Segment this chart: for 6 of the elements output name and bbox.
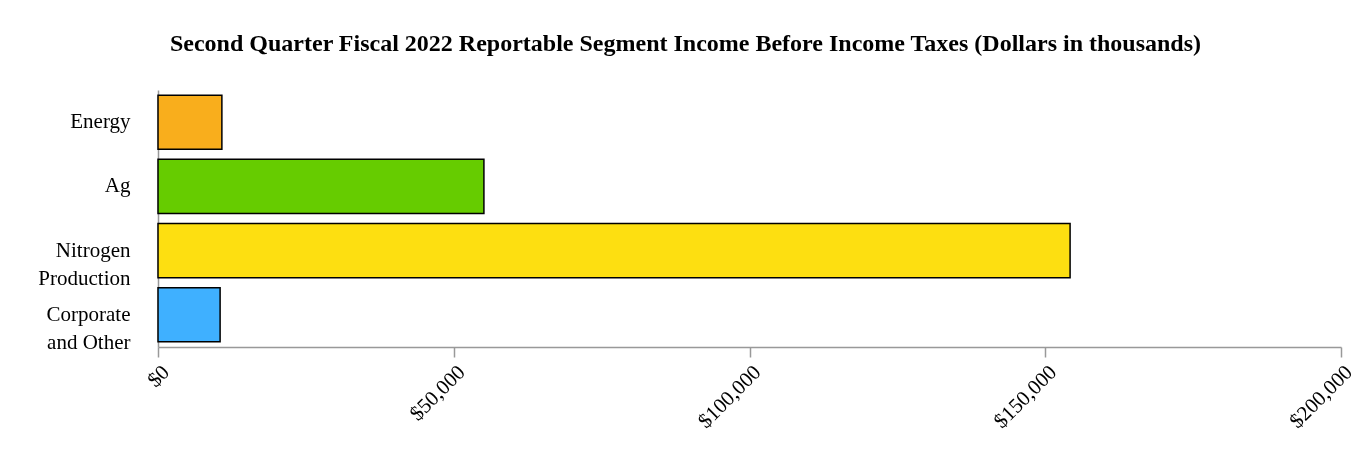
y-tick-label: Ag bbox=[104, 173, 131, 198]
y-tick-label: Corporate and Other bbox=[46, 301, 131, 354]
y-tick-label: Energy bbox=[70, 109, 131, 134]
chart-title: Second Quarter Fiscal 2022 Reportable Segment Income Before Income Taxes (Dollars in thousands) bbox=[169, 30, 1202, 56]
y-tick-label: Nitrogen Production bbox=[38, 237, 131, 290]
x-tick-label: $0 bbox=[142, 360, 175, 392]
